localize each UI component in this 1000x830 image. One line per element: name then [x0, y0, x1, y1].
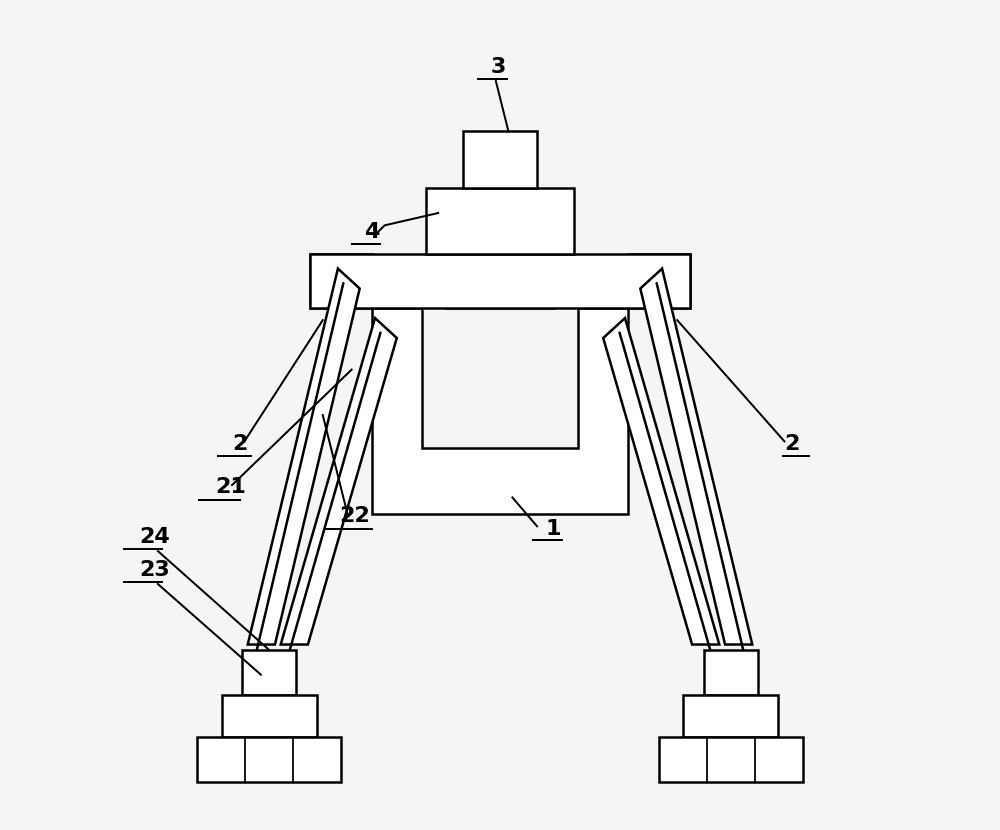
Polygon shape: [310, 254, 372, 308]
Polygon shape: [640, 269, 752, 645]
Bar: [659, 736, 803, 782]
Polygon shape: [446, 254, 554, 308]
Bar: [242, 650, 296, 696]
Bar: [222, 696, 317, 736]
Polygon shape: [628, 254, 690, 308]
Bar: [704, 650, 758, 696]
Polygon shape: [372, 308, 628, 514]
Polygon shape: [248, 269, 360, 645]
Polygon shape: [310, 254, 690, 308]
Bar: [463, 130, 537, 188]
Bar: [426, 188, 574, 254]
Text: 21: 21: [216, 477, 246, 497]
Text: 2: 2: [232, 433, 247, 454]
Text: 3: 3: [490, 57, 505, 77]
Text: 2: 2: [784, 433, 800, 454]
Bar: [197, 736, 341, 782]
Text: 4: 4: [364, 222, 379, 242]
Text: 23: 23: [139, 559, 170, 580]
Polygon shape: [281, 318, 397, 645]
Polygon shape: [603, 318, 719, 645]
Bar: [683, 696, 778, 736]
Text: 1: 1: [545, 519, 561, 539]
Text: 22: 22: [339, 506, 370, 526]
Text: 24: 24: [139, 527, 170, 547]
